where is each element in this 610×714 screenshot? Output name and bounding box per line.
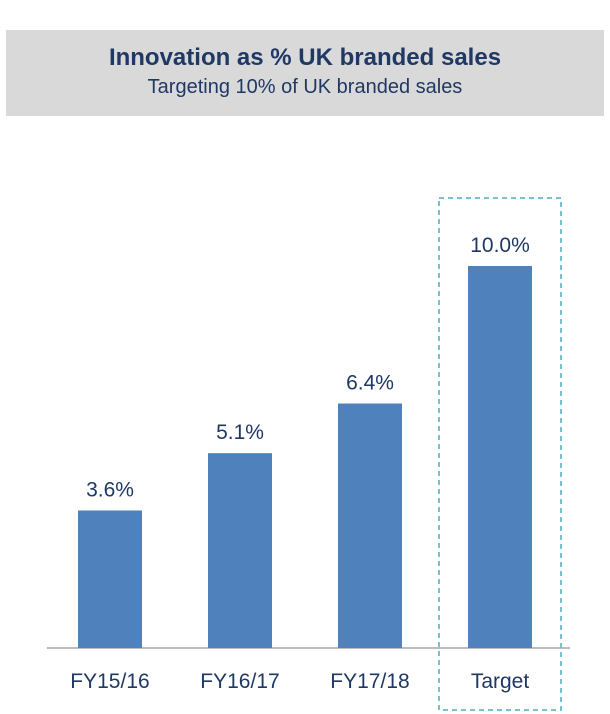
chart-title: Innovation as % UK branded sales (108, 44, 502, 71)
x-tick-label: FY15/16 (70, 670, 149, 693)
bar-target (468, 266, 532, 648)
bar-fy15-16 (78, 510, 142, 648)
data-label: 6.4% (346, 372, 394, 395)
bar-fy17-18 (338, 403, 402, 648)
bar-fy16-17 (208, 453, 272, 648)
data-label: 3.6% (86, 478, 134, 501)
chart-header: Innovation as % UK branded sales Targeti… (6, 30, 604, 116)
data-label: 5.1% (216, 421, 264, 444)
target-highlight-box (438, 197, 562, 711)
chart-subtitle: Targeting 10% of UK branded sales (147, 76, 463, 98)
data-label: 10.0% (470, 234, 530, 257)
x-tick-label: FY17/18 (330, 670, 409, 693)
x-tick-label: Target (471, 670, 530, 693)
x-tick-label: FY16/17 (200, 670, 279, 693)
